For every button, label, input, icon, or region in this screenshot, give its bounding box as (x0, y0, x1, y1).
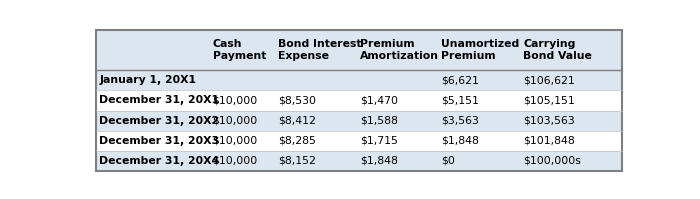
Bar (274, 151, 356, 171)
Bar (356, 151, 438, 171)
Bar (274, 70, 356, 90)
Text: $8,285: $8,285 (279, 136, 316, 146)
Bar (438, 110, 519, 131)
Text: $8,412: $8,412 (279, 116, 316, 126)
Text: $1,588: $1,588 (360, 116, 398, 126)
Text: December 31, 20X4: December 31, 20X4 (99, 156, 220, 166)
Bar (209, 151, 274, 171)
Bar (96, 70, 209, 90)
Text: December 31, 20X3: December 31, 20X3 (99, 136, 220, 146)
Text: $6,621: $6,621 (442, 75, 480, 85)
Text: Premium
Amortization: Premium Amortization (360, 39, 439, 61)
Bar (356, 30, 438, 70)
Text: December 31, 20X2: December 31, 20X2 (99, 116, 220, 126)
Bar (209, 131, 274, 151)
Bar (519, 70, 622, 90)
Bar (209, 70, 274, 90)
Bar (438, 30, 519, 70)
Text: $1,848: $1,848 (360, 156, 398, 166)
Bar (274, 110, 356, 131)
Text: $8,152: $8,152 (279, 156, 316, 166)
Bar (519, 151, 622, 171)
Text: $10,000: $10,000 (213, 156, 258, 166)
Text: $103,563: $103,563 (523, 116, 575, 126)
Bar (438, 70, 519, 90)
Text: $106,621: $106,621 (523, 75, 575, 85)
Bar (356, 131, 438, 151)
Text: $100,000s: $100,000s (523, 156, 581, 166)
Text: January 1, 20X1: January 1, 20X1 (99, 75, 197, 85)
Bar (438, 90, 519, 110)
Bar (356, 70, 438, 90)
Bar (356, 90, 438, 110)
Text: $3,563: $3,563 (442, 116, 480, 126)
Bar (96, 110, 209, 131)
Text: $8,530: $8,530 (279, 96, 316, 105)
Text: $0: $0 (442, 156, 456, 166)
Bar (356, 110, 438, 131)
Bar (274, 90, 356, 110)
Bar (209, 90, 274, 110)
Text: December 31, 20X1: December 31, 20X1 (99, 96, 219, 105)
Text: $10,000: $10,000 (213, 96, 258, 105)
Bar (519, 90, 622, 110)
Bar (274, 131, 356, 151)
Bar (209, 30, 274, 70)
Bar (438, 151, 519, 171)
Text: $1,470: $1,470 (360, 96, 398, 105)
Text: Bond Interest
Expense: Bond Interest Expense (279, 39, 362, 61)
Bar (96, 131, 209, 151)
Bar (274, 30, 356, 70)
Text: $10,000: $10,000 (213, 136, 258, 146)
Text: $1,715: $1,715 (360, 136, 398, 146)
Text: Unamortized
Premium: Unamortized Premium (442, 39, 519, 61)
Text: $5,151: $5,151 (442, 96, 480, 105)
Bar (96, 90, 209, 110)
Bar (96, 30, 209, 70)
Bar (96, 151, 209, 171)
Bar (519, 30, 622, 70)
Bar (519, 110, 622, 131)
Bar (209, 110, 274, 131)
Text: $10,000: $10,000 (213, 116, 258, 126)
Text: $1,848: $1,848 (442, 136, 480, 146)
Text: $101,848: $101,848 (523, 136, 575, 146)
Text: $105,151: $105,151 (523, 96, 575, 105)
Bar (519, 131, 622, 151)
Bar (438, 131, 519, 151)
Text: Cash
Payment: Cash Payment (213, 39, 266, 61)
Text: Carrying
Bond Value: Carrying Bond Value (523, 39, 592, 61)
